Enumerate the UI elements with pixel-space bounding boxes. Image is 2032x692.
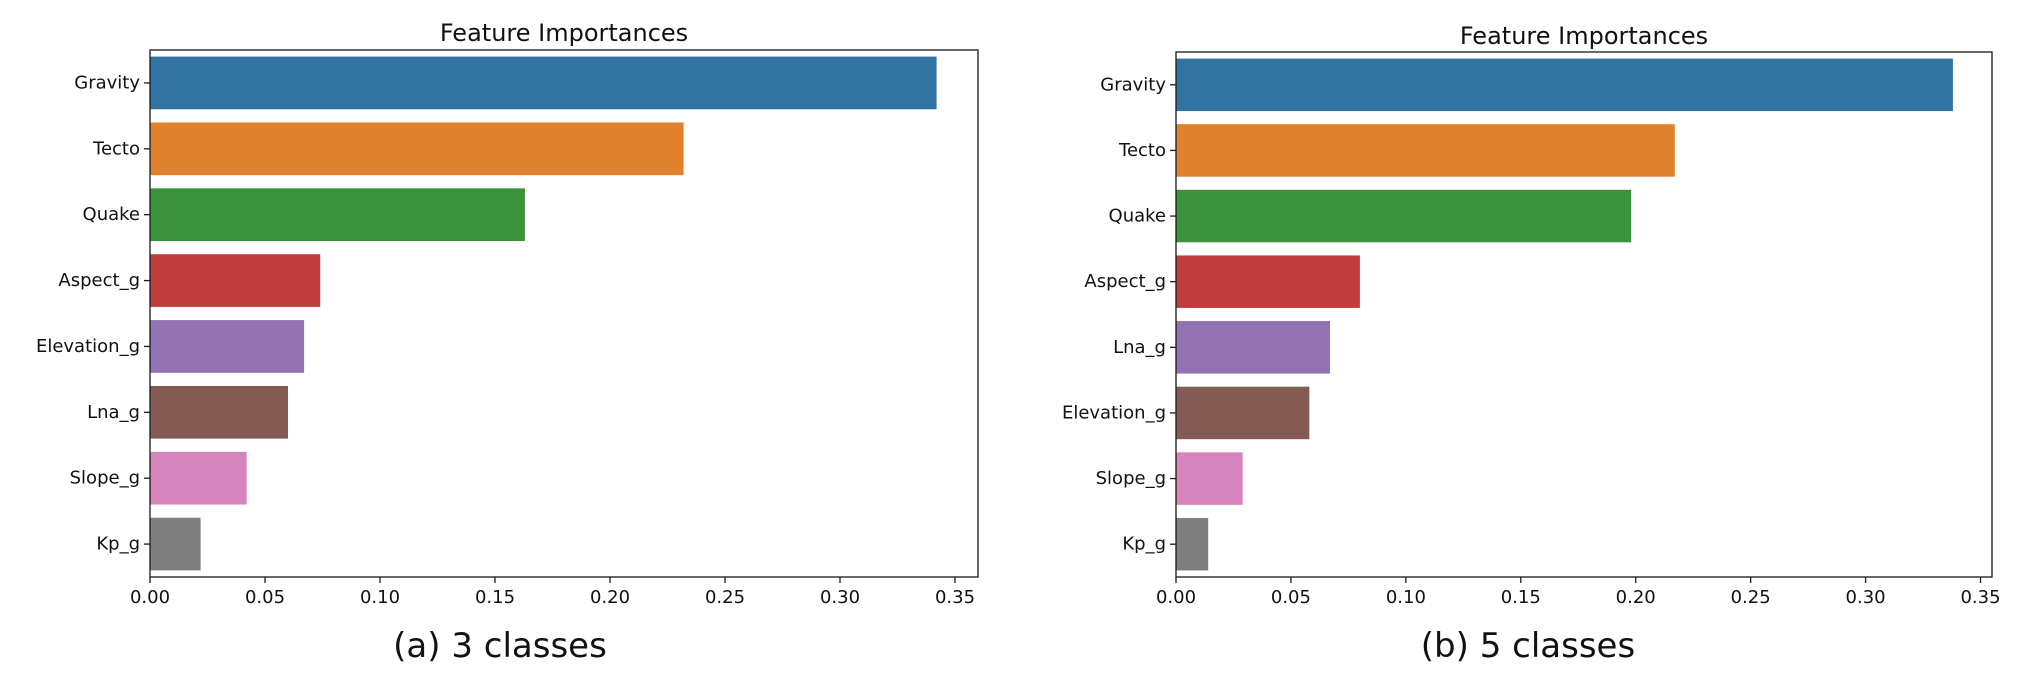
x-tick-label: 0.15 <box>1501 587 1541 608</box>
x-tick-label: 0.25 <box>705 587 745 608</box>
subfigure-caption: (b) 5 classes <box>1421 626 1635 666</box>
x-tick-label: 0.30 <box>820 587 860 608</box>
axes-frame <box>149 49 979 578</box>
category-label: Aspect_g <box>1084 271 1166 292</box>
x-tick-label: 0.20 <box>590 587 630 608</box>
x-tick-label: 0.15 <box>475 587 515 608</box>
x-tick-label: 0.35 <box>935 587 975 608</box>
category-label: Slope_g <box>70 468 140 489</box>
bar-quake <box>1176 189 1632 243</box>
x-tick-label: 0.25 <box>1731 587 1771 608</box>
bar-aspect-g <box>1176 255 1360 308</box>
x-tick-label: 0.10 <box>360 587 400 608</box>
bar-tecto <box>1176 124 1675 177</box>
category-label: Slope_g <box>1096 468 1166 489</box>
category-label: Kp_g <box>96 534 140 555</box>
category-label: Aspect_g <box>58 270 140 291</box>
category-label: Tecto <box>92 138 140 159</box>
x-tick-label: 0.30 <box>1846 587 1886 608</box>
x-tick-label: 0.10 <box>1386 587 1426 608</box>
category-label: Elevation_g <box>1062 402 1166 423</box>
bar-elevation-g <box>1176 386 1310 440</box>
category-label: Quake <box>1109 206 1166 227</box>
bar-gravity <box>1176 58 1953 112</box>
bar-quake <box>150 188 525 242</box>
x-tick-label: 0.05 <box>1271 587 1311 608</box>
bar-lna-g <box>150 385 288 439</box>
category-label: Gravity <box>1100 74 1166 95</box>
axes-frame <box>1175 51 1993 578</box>
category-label: Quake <box>83 204 140 225</box>
category-label: Kp_g <box>1122 534 1166 555</box>
category-label: Tecto <box>1118 140 1166 161</box>
bar-tecto <box>150 122 684 176</box>
category-label: Lna_g <box>87 402 140 423</box>
bar-slope-g <box>150 451 247 505</box>
bar-kp-g <box>150 517 201 571</box>
bar-slope-g <box>1176 452 1243 505</box>
bar-kp-g <box>1176 517 1209 571</box>
bar-lna-g <box>1176 321 1331 374</box>
category-label: Lna_g <box>1113 337 1166 358</box>
subfigure-caption: (a) 3 classes <box>393 626 607 666</box>
x-tick-label: 0.05 <box>245 587 285 608</box>
bar-elevation-g <box>150 320 305 373</box>
x-tick-label: 0.00 <box>1156 587 1196 608</box>
category-label: Elevation_g <box>36 336 140 357</box>
bar-gravity <box>150 56 937 110</box>
category-label: Gravity <box>74 72 140 93</box>
bar-aspect-g <box>150 254 321 307</box>
chart-title: Feature Importances <box>1460 22 1708 50</box>
chart-title: Feature Importances <box>440 19 688 47</box>
x-tick-label: 0.00 <box>130 587 170 608</box>
x-tick-label: 0.20 <box>1616 587 1656 608</box>
x-tick-label: 0.35 <box>1960 587 2000 608</box>
